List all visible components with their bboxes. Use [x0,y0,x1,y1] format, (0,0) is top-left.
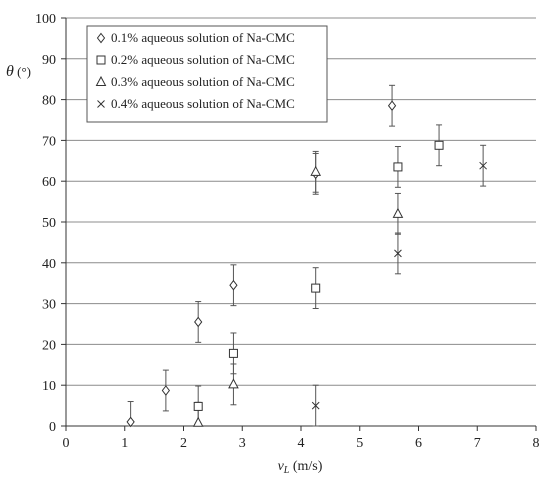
x-tick-label: 0 [63,436,70,451]
x-axis-unit: (m/s) [289,459,322,474]
x-tick-label: 5 [356,436,363,451]
legend-item: 0.1% aqueous solution of Na-CMC [96,30,295,45]
y-axis-label: θ (°) [6,63,31,80]
cross-marker [311,401,320,410]
triangle-marker [95,75,107,86]
x-tick-label: 7 [474,436,481,451]
legend-item: 0.4% aqueous solution of Na-CMC [97,96,295,111]
cross-marker [394,249,402,258]
square-marker [434,140,444,150]
diamond-marker [387,100,397,112]
diamond-marker [96,32,106,44]
square-marker [96,55,106,65]
x-tick-label: 6 [415,436,422,451]
legend-label: 0.1% aqueous solution of Na-CMC [111,30,295,45]
y-tick-label: 30 [42,298,56,313]
cross-stroke [479,161,487,170]
legend-item: 0.3% aqueous solution of Na-CMC [95,74,295,89]
legend-label: 0.3% aqueous solution of Na-CMC [111,74,295,89]
diamond-marker [229,279,238,291]
data-markers [126,100,487,428]
y-tick-label: 100 [35,12,56,27]
diamond-marker [194,316,203,328]
square-marker [311,283,321,293]
x-tick-label: 1 [121,436,128,451]
triangle-marker [310,165,322,176]
x-axis-subscript: L [283,465,290,476]
x-axis-symbol: v [278,459,285,474]
legend-box [86,25,328,123]
y-tick-label: 40 [42,257,56,272]
x-axis-label: vL (m/s) [278,459,323,476]
y-tick-label: 70 [42,134,56,149]
y-tick-label: 50 [42,216,56,231]
error-bars [127,84,487,427]
square-marker [393,162,403,172]
triangle-marker [192,416,204,427]
square-marker [193,401,203,411]
square-marker [228,348,238,358]
y-tick-label: 0 [49,420,56,435]
triangle-marker [392,207,404,218]
x-tick-label: 4 [298,436,305,451]
y-axis-unit: (°) [14,64,31,79]
y-tick-label: 90 [42,53,56,68]
legend-label: 0.2% aqueous solution of Na-CMC [111,52,295,67]
y-tick-label: 20 [42,338,56,353]
y-tick-label: 80 [42,94,56,109]
x-tick-label: 3 [239,436,246,451]
cross-stroke [394,249,402,258]
x-tick-label: 2 [180,436,187,451]
diamond-marker [161,385,171,396]
y-axis-symbol: θ [6,63,14,80]
triangle-marker [228,378,239,389]
cross-marker [97,100,105,108]
cross-marker [479,161,487,170]
cross-stroke [97,100,105,108]
axes: 0 10 20 30 40 50 60 70 80 90 100 0 1 2 3 4 5 6 7 8 [35,12,540,451]
y-tick-label: 60 [42,175,56,190]
legend-item: 0.2% aqueous solution of Na-CMC [96,52,295,67]
diamond-marker [126,416,135,428]
legend: 0.1% aqueous solution of Na-CMC 0.2% aque… [86,25,328,123]
cross-stroke [311,401,320,410]
legend-label: 0.4% aqueous solution of Na-CMC [111,96,295,111]
x-tick-label: 8 [533,436,540,451]
y-tick-label: 10 [42,379,56,394]
